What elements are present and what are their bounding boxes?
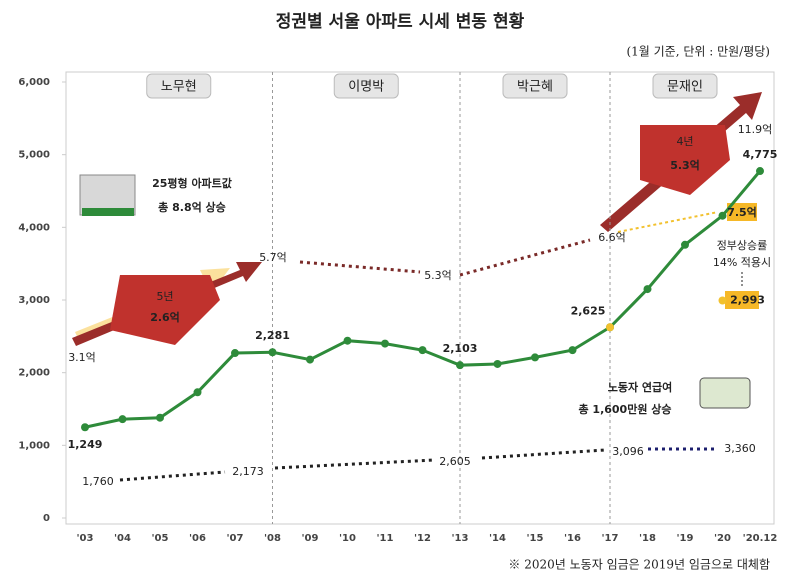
x-tick-label: '11 xyxy=(377,533,394,544)
data-point xyxy=(643,285,652,294)
data-point xyxy=(493,359,502,368)
footnote: ※ 2020년 노동자 임금은 2019년 임금으로 대체함 xyxy=(508,558,770,572)
y-tick-label: 3,000 xyxy=(18,295,50,306)
x-tick-label: '09 xyxy=(302,533,319,544)
era-badge xyxy=(146,73,212,99)
era-badge xyxy=(333,73,399,99)
x-tick-label: '07 xyxy=(227,533,244,544)
y-tick-label: 4,000 xyxy=(18,222,50,233)
data-point xyxy=(718,211,727,220)
data-point xyxy=(81,423,89,432)
annotation: 총 8.8억 상승 xyxy=(158,200,226,214)
annotation: 총 1,600만원 상승 xyxy=(578,402,671,416)
data-point xyxy=(268,348,277,357)
x-tick-label: '13 xyxy=(452,533,469,544)
x-tick-label: '06 xyxy=(189,533,206,544)
chart-title: 정권별 서울 아파트 시세 변동 현황 xyxy=(276,12,525,32)
data-point xyxy=(456,361,464,370)
y-tick-label: 1,000 xyxy=(18,440,50,451)
x-tick-label: '15 xyxy=(527,533,544,544)
annotation: 11.9억 xyxy=(738,123,773,136)
decorations xyxy=(72,92,762,482)
data-point xyxy=(381,339,389,348)
annotation: 6.6억 xyxy=(598,231,626,244)
era-badge xyxy=(502,73,568,99)
x-tick-label: '20.12 xyxy=(743,533,778,544)
plot-frame xyxy=(65,71,775,525)
era-badge xyxy=(652,73,718,99)
data-label: 2,625 xyxy=(571,304,606,317)
data-point xyxy=(118,415,127,424)
annotation: 25평형 아파트값 xyxy=(152,176,232,190)
x-tick-label: '16 xyxy=(564,533,581,544)
annotation: 1,760 xyxy=(82,475,114,488)
annotation: 2.6억 xyxy=(150,311,180,324)
data-point xyxy=(568,346,577,355)
data-point xyxy=(418,346,427,355)
x-tick-label: '19 xyxy=(677,533,694,544)
y-tick-label: 5,000 xyxy=(18,150,50,161)
y-tick-label: 6,000 xyxy=(18,77,50,88)
x-tick-label: '14 xyxy=(489,533,506,544)
annotation: 3.1억 xyxy=(68,351,96,364)
annotation: 5년 xyxy=(156,290,173,303)
data-point xyxy=(606,323,614,332)
x-tick-label: '12 xyxy=(414,533,431,544)
x-tick-label: '17 xyxy=(602,533,619,544)
data-label: 2,281 xyxy=(255,329,290,342)
annotation: 7.5억 xyxy=(727,206,757,219)
data-label: 1,249 xyxy=(68,438,103,451)
annotation: 5.3억 xyxy=(670,159,700,172)
data-point xyxy=(343,336,352,345)
data-point xyxy=(193,388,202,397)
era-label: 박근혜 xyxy=(517,80,553,95)
annotation: 14% 적용시 xyxy=(713,256,771,269)
data-point xyxy=(531,353,539,362)
data-point xyxy=(718,296,727,305)
data-point xyxy=(681,240,689,249)
x-tick-label: '20 xyxy=(714,533,731,544)
annotation: 2,173 xyxy=(232,465,264,478)
data-label: 4,775 xyxy=(743,148,778,161)
x-tick-label: '03 xyxy=(77,533,94,544)
annotation: 노동자 연급여 xyxy=(608,380,673,394)
chart-subtitle: (1월 기준, 단위 : 만원/평당) xyxy=(626,45,770,59)
era-label: 문재인 xyxy=(667,80,703,95)
x-tick-label: '18 xyxy=(639,533,656,544)
x-tick-label: '05 xyxy=(152,533,169,544)
data-label: 2,993 xyxy=(730,294,765,307)
era-label: 이명박 xyxy=(348,80,384,95)
data-point xyxy=(306,355,314,364)
data-point xyxy=(756,167,764,176)
x-tick-label: '08 xyxy=(264,533,281,544)
annotation: 5.7억 xyxy=(259,251,287,264)
annotation: 3,360 xyxy=(724,442,756,455)
data-point xyxy=(156,413,164,422)
y-tick-label: 2,000 xyxy=(18,368,50,379)
data-point xyxy=(231,349,239,358)
x-tick-label: '04 xyxy=(114,533,131,544)
annotation: 정부상승률 xyxy=(717,239,768,252)
data-label: 2,103 xyxy=(443,342,478,355)
annotation: 3,096 xyxy=(612,445,644,458)
annotation: 2,605 xyxy=(439,455,471,468)
annotation: 4년 xyxy=(676,135,693,148)
annotation: 5.3억 xyxy=(424,269,452,282)
x-tick-label: '10 xyxy=(339,533,356,544)
y-tick-label: 0 xyxy=(43,513,50,524)
era-label: 노무현 xyxy=(161,80,197,95)
